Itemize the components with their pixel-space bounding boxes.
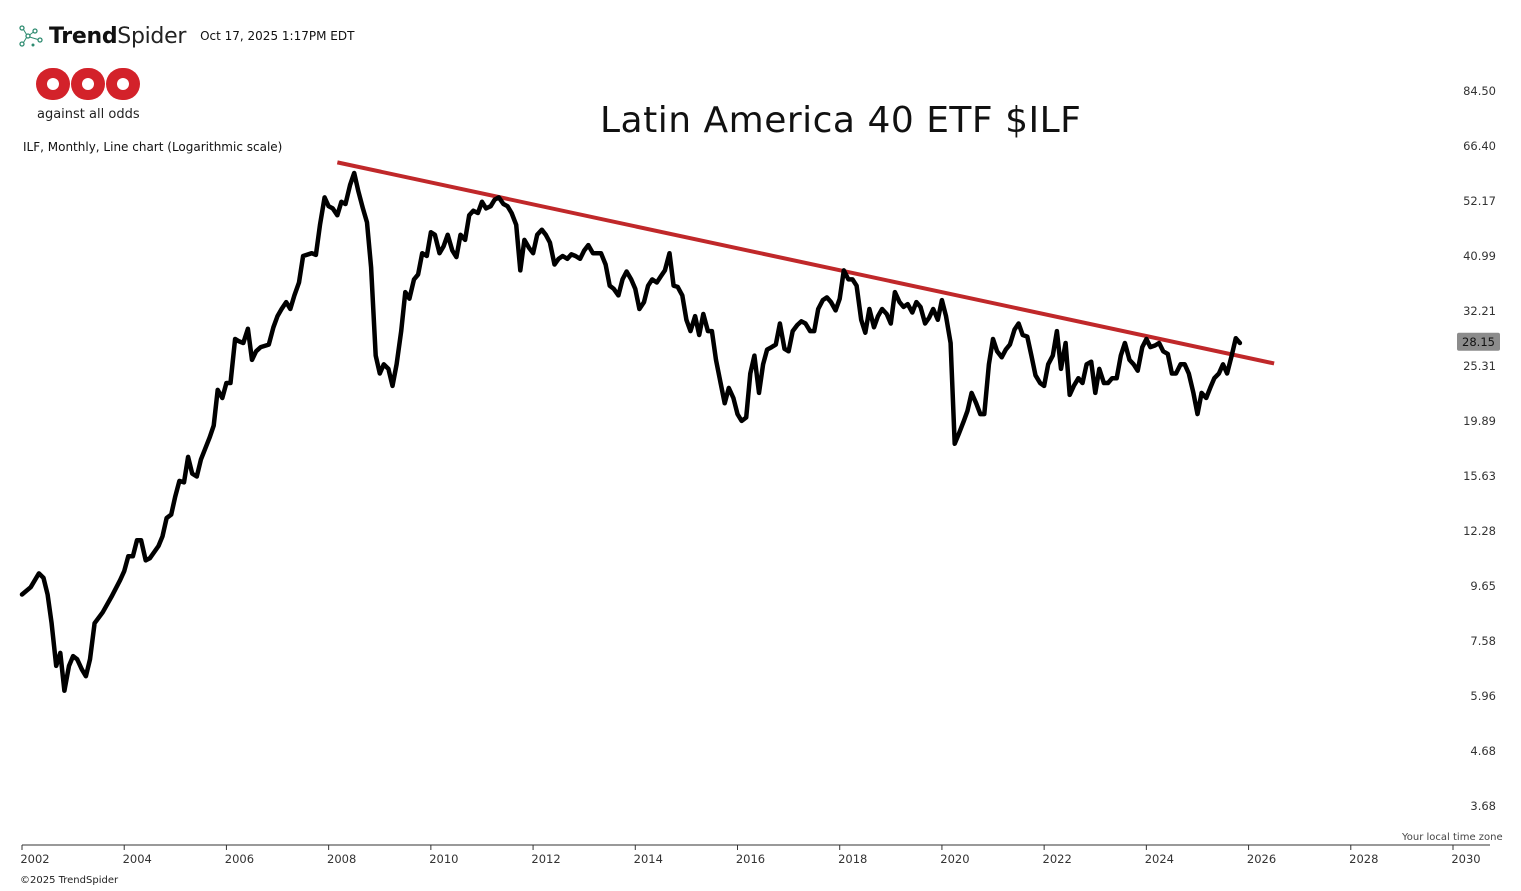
x-tick-label: 2030 — [1451, 852, 1480, 866]
series-layer — [19, 160, 1275, 693]
y-tick-label: 25.31 — [1463, 359, 1496, 373]
x-tick-label: 2006 — [225, 852, 254, 866]
y-tick-label: 84.50 — [1463, 84, 1496, 98]
header: TrendSpider Oct 17, 2025 1:17PM EDT — [18, 20, 354, 52]
x-tick-label: 2028 — [1349, 852, 1378, 866]
last-price-label: 28.15 — [1462, 335, 1495, 349]
last-price-badge — [1457, 332, 1500, 351]
aao-logo-mark — [36, 68, 140, 100]
x-tick-label: 2024 — [1145, 852, 1174, 866]
y-tick-label: 40.99 — [1463, 249, 1496, 263]
x-tick-label: 2020 — [940, 852, 969, 866]
y-tick-label: 66.40 — [1463, 139, 1496, 153]
trendspider-logo-icon — [19, 25, 43, 47]
x-tick-label: 2010 — [429, 852, 458, 866]
timestamp: Oct 17, 2025 1:17PM EDT — [200, 29, 355, 43]
timezone-note: Your local time zone — [1402, 832, 1503, 843]
x-tick-label: 2018 — [838, 852, 867, 866]
x-tick-label: 2014 — [634, 852, 663, 866]
y-tick-label: 9.65 — [1470, 579, 1496, 593]
y-tick-label: 52.17 — [1463, 194, 1496, 208]
chart-title: Latin America 40 ETF $ILF — [600, 100, 1082, 141]
y-tick-label: 5.96 — [1470, 689, 1496, 703]
y-axis-ticks: 84.50 66.40 52.17 40.99 32.21 25.31 19.89 15.63… — [1463, 84, 1496, 813]
y-tick-label: 32.21 — [1463, 304, 1496, 318]
chart-subtitle: ILF, Monthly, Line chart (Logarithmic sc… — [23, 140, 283, 154]
trendline[interactable] — [336, 160, 1275, 366]
x-tick-label: 2008 — [327, 852, 356, 866]
copyright: ©2025 TrendSpider — [20, 875, 119, 886]
y-tick-label: 3.68 — [1470, 799, 1496, 813]
y-tick-label: 15.63 — [1463, 469, 1496, 483]
against-all-odds-logo — [36, 68, 140, 100]
y-tick-label: 12.28 — [1463, 524, 1496, 538]
x-tick-label: 2002 — [20, 852, 49, 866]
logo-tagline: against all odds — [37, 107, 140, 122]
x-tick-label: 2016 — [736, 852, 765, 866]
y-tick-label: 7.58 — [1470, 634, 1496, 648]
x-tick-label: 2004 — [123, 852, 152, 866]
x-tick-label: 2012 — [531, 852, 560, 866]
brand-name-light: Spider — [117, 23, 187, 49]
brand-name: TrendSpider — [49, 24, 186, 49]
x-tick-label: 2022 — [1043, 852, 1072, 866]
price-line[interactable] — [19, 170, 1243, 693]
y-tick-label: 19.89 — [1463, 414, 1496, 428]
x-tick-label: 2026 — [1247, 852, 1276, 866]
y-tick-label: 4.68 — [1470, 744, 1496, 758]
brand-name-bold: Trend — [49, 23, 118, 49]
x-axis: 2002 2004 2006 2008 2010 2012 2014 2016 2018 2020… — [20, 844, 1490, 866]
last-price-label-layer: 28.15 — [1457, 332, 1500, 351]
